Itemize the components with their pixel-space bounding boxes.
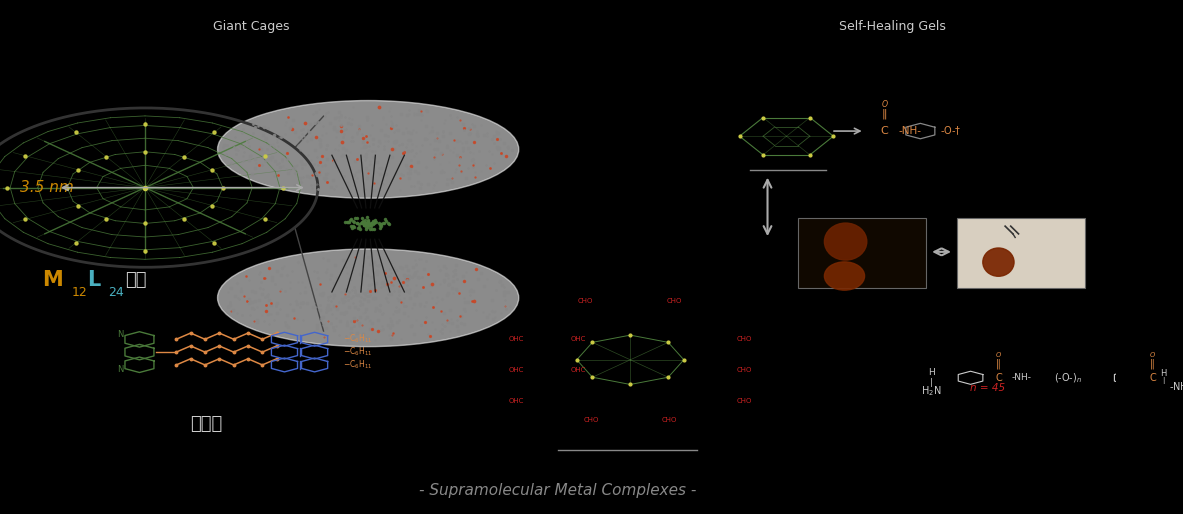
Text: $-\mathrm{C_6H_{11}}$: $-\mathrm{C_6H_{11}}$: [343, 346, 373, 358]
Text: H: H: [929, 368, 935, 377]
Text: CHO: CHO: [667, 298, 683, 304]
Text: 3.5 nm: 3.5 nm: [20, 180, 73, 195]
Ellipse shape: [218, 249, 518, 346]
Text: C: C: [1149, 373, 1156, 383]
FancyBboxPatch shape: [797, 218, 926, 288]
Text: OHC: OHC: [509, 367, 524, 373]
Text: |: |: [1163, 377, 1165, 384]
Text: $\overset{O}{\|}$: $\overset{O}{\|}$: [881, 99, 888, 123]
Text: n = 45: n = 45: [970, 383, 1004, 393]
FancyBboxPatch shape: [957, 218, 1086, 288]
Text: Self-Healing Gels: Self-Healing Gels: [839, 20, 946, 32]
Text: H$_2$N: H$_2$N: [922, 384, 942, 397]
Text: $\overset{O}{\|}$: $\overset{O}{\|}$: [995, 350, 1002, 372]
Text: H: H: [1161, 369, 1166, 378]
Text: $\left(\text{-O-}\right)_n$: $\left(\text{-O-}\right)_n$: [1054, 371, 1082, 384]
Text: OHC: OHC: [509, 336, 524, 342]
Text: CHO: CHO: [736, 398, 751, 404]
Text: C: C: [995, 373, 1002, 383]
Text: |: |: [930, 378, 933, 388]
Text: $-\mathrm{C_6H_{11}}$: $-\mathrm{C_6H_{11}}$: [343, 333, 373, 345]
Text: 錯体: 錯体: [125, 271, 147, 289]
Text: $-\mathrm{C_6H_{11}}$: $-\mathrm{C_6H_{11}}$: [343, 359, 373, 371]
Ellipse shape: [825, 223, 867, 260]
Text: -O-$\dagger$: -O-$\dagger$: [940, 125, 962, 137]
Text: Giant Cages: Giant Cages: [213, 20, 290, 32]
Text: 24: 24: [108, 286, 124, 300]
Text: M: M: [43, 270, 63, 290]
Ellipse shape: [983, 248, 1014, 277]
Text: L: L: [88, 270, 101, 290]
Text: $\overset{O}{\|}$: $\overset{O}{\|}$: [1149, 350, 1156, 372]
Ellipse shape: [825, 262, 865, 290]
Text: N: N: [117, 329, 124, 339]
Text: -NH-: -NH-: [898, 126, 922, 136]
Text: OHC: OHC: [570, 336, 586, 342]
Text: OHC: OHC: [509, 398, 524, 404]
Text: CHO: CHO: [661, 417, 677, 424]
Text: -NH-: -NH-: [1011, 373, 1032, 382]
Text: CHO: CHO: [736, 336, 751, 342]
Text: CHO: CHO: [578, 298, 594, 304]
Text: C: C: [881, 126, 888, 136]
Text: -NH$_2$: -NH$_2$: [1169, 380, 1183, 394]
Text: N: N: [117, 364, 124, 374]
Text: CHO: CHO: [736, 367, 751, 373]
Text: OHC: OHC: [570, 367, 586, 373]
Ellipse shape: [218, 101, 518, 198]
Text: - Supramolecular Metal Complexes -: - Supramolecular Metal Complexes -: [419, 483, 697, 499]
Text: 配位子: 配位子: [190, 415, 222, 433]
Text: 12: 12: [71, 286, 88, 300]
Text: CHO: CHO: [583, 417, 599, 424]
